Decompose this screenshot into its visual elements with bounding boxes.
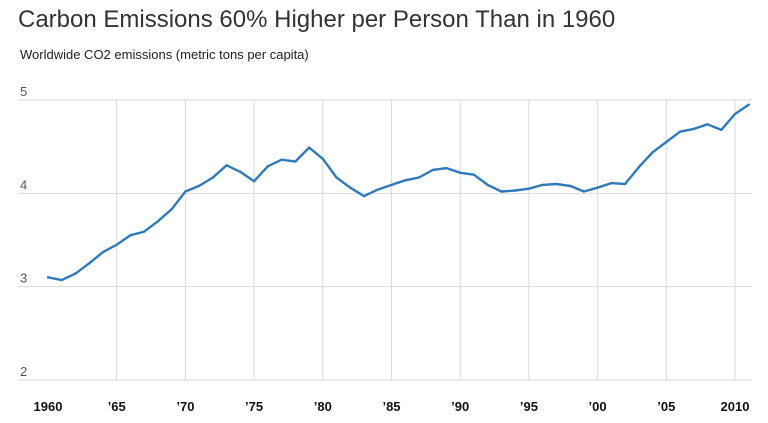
data-point [417,176,421,179]
data-point [307,146,311,149]
x-tick-label: ’80 [314,399,332,414]
data-point [733,112,737,116]
x-tick-label: ’05 [657,399,675,414]
data-point [60,278,63,282]
data-point [88,262,91,265]
data-point [74,272,77,275]
data-point [500,190,503,193]
x-tick-label: 1960 [34,399,63,414]
y-tick-label: 2 [20,364,27,379]
data-point [211,176,215,179]
data-point [555,182,558,186]
data-point [541,183,544,187]
data-point [197,184,201,188]
data-point [445,166,448,170]
data-point [390,183,393,187]
data-point [720,128,723,132]
data-point [431,168,434,172]
data-point [129,234,132,237]
x-axis-labels: 1960 ’65 ’70 ’75 ’80 ’85 ’90 ’95 ’00 ’05 2010 [34,399,750,414]
data-point [156,220,160,223]
data-point [747,103,750,106]
data-point [472,173,476,176]
x-tick-label: ’85 [382,399,400,414]
data-point [610,181,613,185]
data-point [651,151,654,154]
x-tick-label: ’70 [176,399,194,414]
data-point [115,243,118,246]
data-point [225,164,228,167]
data-point [142,230,146,233]
data-point [170,208,173,211]
data-point [459,171,462,174]
y-axis-labels: 2 3 4 5 [20,84,27,379]
y-tick-label: 4 [20,177,27,192]
data-point [637,166,641,169]
data-point [252,180,256,183]
data-point [596,186,599,189]
data-point [266,165,270,168]
x-tick-label: 2010 [721,399,750,414]
data-point [623,182,627,186]
data-point [46,276,50,279]
data-point [294,160,297,163]
data-point [349,186,352,189]
x-tick-label: ’95 [520,399,538,414]
data-point [362,194,366,198]
chart-subtitle: Worldwide CO2 emissions (metric tons per… [20,47,309,62]
data-point [665,140,668,144]
data-point [582,190,586,193]
data-point [692,127,695,131]
grid-lines [18,99,752,381]
data-point [184,190,187,193]
y-tick-label: 3 [20,271,27,286]
series-line-co2-per-capita [46,103,750,282]
data-point [321,157,324,160]
data-point [335,176,338,179]
data-point [280,158,283,161]
y-tick-label: 5 [20,84,27,99]
data-point [404,179,407,182]
x-tick-label: ’90 [451,399,469,414]
data-point [568,184,572,188]
data-point [513,189,517,192]
data-point [376,188,379,191]
data-point [101,250,105,254]
x-tick-label: ’00 [589,399,607,414]
data-point [239,170,242,174]
series-layer [46,103,750,282]
data-point [486,183,489,187]
chart-title: Carbon Emissions 60% Higher per Person T… [18,6,616,33]
data-point [706,123,709,126]
x-tick-label: ’75 [245,399,263,414]
x-tick-label: ’65 [108,399,126,414]
data-point [678,130,682,133]
data-point [527,187,531,190]
